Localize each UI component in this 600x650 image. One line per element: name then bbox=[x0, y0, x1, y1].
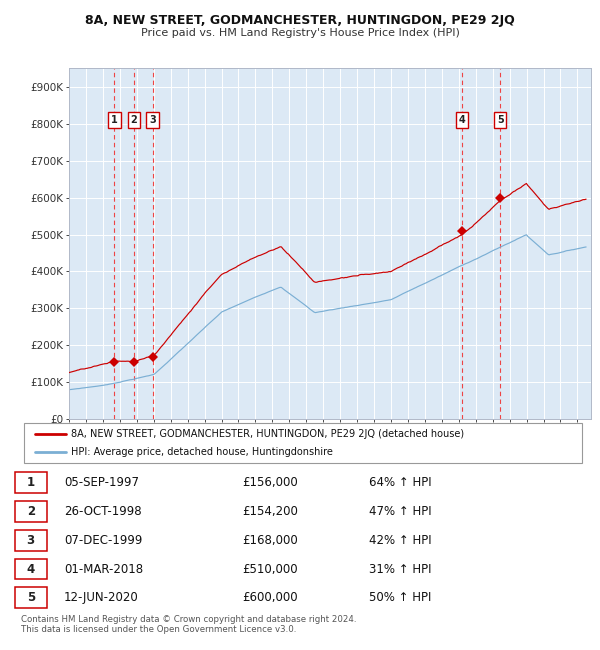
Text: 50% ↑ HPI: 50% ↑ HPI bbox=[369, 592, 431, 604]
Text: 47% ↑ HPI: 47% ↑ HPI bbox=[369, 505, 432, 518]
Text: £510,000: £510,000 bbox=[242, 562, 298, 575]
FancyBboxPatch shape bbox=[15, 501, 47, 522]
Text: 8A, NEW STREET, GODMANCHESTER, HUNTINGDON, PE29 2JQ (detached house): 8A, NEW STREET, GODMANCHESTER, HUNTINGDO… bbox=[71, 428, 464, 439]
FancyBboxPatch shape bbox=[15, 530, 47, 551]
Text: Contains HM Land Registry data © Crown copyright and database right 2024.
This d: Contains HM Land Registry data © Crown c… bbox=[21, 615, 356, 634]
Text: 8A, NEW STREET, GODMANCHESTER, HUNTINGDON, PE29 2JQ: 8A, NEW STREET, GODMANCHESTER, HUNTINGDO… bbox=[85, 14, 515, 27]
Text: 1: 1 bbox=[111, 115, 118, 125]
Text: 2: 2 bbox=[130, 115, 137, 125]
Text: 3: 3 bbox=[26, 534, 35, 547]
Text: £156,000: £156,000 bbox=[242, 476, 298, 489]
Text: 64% ↑ HPI: 64% ↑ HPI bbox=[369, 476, 432, 489]
Text: 5: 5 bbox=[497, 115, 503, 125]
Text: 12-JUN-2020: 12-JUN-2020 bbox=[64, 592, 139, 604]
Text: 05-SEP-1997: 05-SEP-1997 bbox=[64, 476, 139, 489]
Text: 42% ↑ HPI: 42% ↑ HPI bbox=[369, 534, 432, 547]
Text: 01-MAR-2018: 01-MAR-2018 bbox=[64, 562, 143, 575]
Text: 2: 2 bbox=[26, 505, 35, 518]
Text: HPI: Average price, detached house, Huntingdonshire: HPI: Average price, detached house, Hunt… bbox=[71, 447, 334, 458]
Text: Price paid vs. HM Land Registry's House Price Index (HPI): Price paid vs. HM Land Registry's House … bbox=[140, 28, 460, 38]
FancyBboxPatch shape bbox=[24, 422, 582, 463]
Text: 31% ↑ HPI: 31% ↑ HPI bbox=[369, 562, 431, 575]
Text: 26-OCT-1998: 26-OCT-1998 bbox=[64, 505, 142, 518]
FancyBboxPatch shape bbox=[15, 588, 47, 608]
Text: £600,000: £600,000 bbox=[242, 592, 298, 604]
Text: £168,000: £168,000 bbox=[242, 534, 298, 547]
FancyBboxPatch shape bbox=[15, 558, 47, 579]
Text: £154,200: £154,200 bbox=[242, 505, 298, 518]
FancyBboxPatch shape bbox=[15, 472, 47, 493]
Text: 3: 3 bbox=[149, 115, 156, 125]
Text: 4: 4 bbox=[458, 115, 465, 125]
Text: 1: 1 bbox=[26, 476, 35, 489]
Text: 5: 5 bbox=[26, 592, 35, 604]
Text: 4: 4 bbox=[26, 562, 35, 575]
Text: 07-DEC-1999: 07-DEC-1999 bbox=[64, 534, 142, 547]
